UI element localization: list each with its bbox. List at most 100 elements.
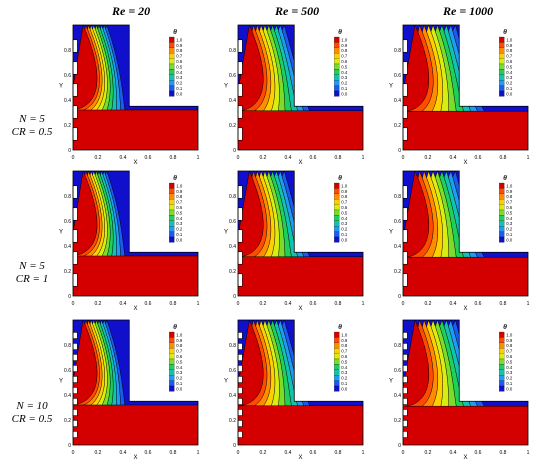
x-tick: 1 [197, 155, 200, 161]
x-tick: 0.2 [425, 155, 432, 161]
legend-swatch [334, 220, 340, 227]
y-tick: 0.4 [229, 393, 236, 399]
legend-swatch [334, 358, 340, 365]
x-tick: 1 [362, 450, 365, 456]
y-tick: 0.2 [394, 269, 401, 275]
legend-title: θ [503, 28, 507, 36]
y-axis-label: Y [224, 84, 228, 90]
y-tick: 0.4 [394, 244, 401, 250]
legend-swatch [334, 375, 340, 381]
x-tick: 0 [72, 450, 75, 456]
legend-level: 0.0 [341, 386, 348, 391]
y-tick: 0.4 [64, 393, 71, 399]
legend-level: 0.2 [506, 227, 513, 232]
x-tick: 0.2 [95, 450, 102, 456]
legend-level: 0.9 [506, 43, 513, 48]
legend-swatch [169, 90, 175, 97]
legend-swatch [169, 375, 175, 381]
legend-level: 0.3 [341, 370, 348, 375]
legend-level: 0.9 [341, 338, 348, 343]
legend-swatch [499, 231, 505, 238]
legend-swatch [169, 226, 175, 232]
x-tick: 0.4 [285, 450, 292, 456]
legend-level: 0.2 [341, 376, 348, 381]
legend-level: 0.6 [176, 205, 183, 210]
legend-swatch [169, 199, 175, 205]
legend-swatch [334, 385, 340, 392]
y-tick: 0 [233, 294, 236, 300]
y-tick: 0.6 [64, 73, 71, 79]
y-axis-label: Y [59, 84, 63, 90]
y-tick: 0.2 [394, 123, 401, 129]
y-tick: 0.8 [394, 343, 401, 349]
y-tick: 0 [68, 443, 71, 449]
x-axis-label: X [463, 306, 467, 310]
legend-level: 0.8 [506, 194, 513, 199]
legend-level: 0.8 [176, 48, 183, 53]
legend-swatch [499, 209, 505, 216]
legend-swatch [334, 188, 340, 194]
legend-swatch [169, 182, 175, 189]
x-axis-label: X [133, 455, 137, 459]
legend-swatch [334, 353, 340, 360]
x-axis-label: X [298, 455, 302, 459]
legend-title: θ [173, 174, 177, 182]
legend-level: 0.2 [506, 376, 513, 381]
legend-swatch [334, 58, 340, 65]
y-tick: 0.8 [229, 194, 236, 200]
legend-level: 1.0 [176, 183, 183, 188]
legend-swatch [334, 47, 340, 54]
legend-level: 1.0 [506, 37, 513, 42]
legend-level: 0.5 [176, 64, 183, 69]
legend-swatch [499, 369, 505, 376]
x-tick: 0.8 [170, 301, 177, 307]
y-tick: 0.8 [64, 48, 71, 54]
legend-swatch [169, 342, 175, 349]
x-tick: 0.6 [145, 155, 152, 161]
legend-swatch [499, 58, 505, 65]
legend-level: 0.1 [176, 232, 183, 237]
legend-level: 0.0 [341, 237, 348, 242]
y-tick: 0 [398, 443, 401, 449]
legend-swatch [169, 58, 175, 65]
x-tick: 0.2 [260, 301, 267, 307]
legend-level: 0.4 [341, 365, 348, 370]
y-tick: 0.6 [394, 73, 401, 79]
legend-level: 1.0 [506, 183, 513, 188]
y-tick: 0.8 [394, 194, 401, 200]
legend-swatch [499, 236, 505, 243]
legend-level: 0.0 [341, 91, 348, 96]
x-tick: 0.6 [475, 301, 482, 307]
legend-level: 0.6 [341, 205, 348, 210]
y-axis-label: Y [389, 84, 393, 90]
x-tick: 1 [527, 155, 530, 161]
legend-swatch [334, 204, 340, 211]
y-tick: 0 [233, 148, 236, 154]
legend-level: 0.1 [176, 86, 183, 91]
legend-level: 0.6 [176, 354, 183, 359]
legend-swatch [499, 337, 505, 343]
legend-level: 1.0 [176, 332, 183, 337]
x-tick: 0.8 [500, 301, 507, 307]
legend-swatch [334, 74, 340, 81]
legend-level: 0.7 [341, 200, 348, 205]
legend-title: θ [338, 174, 342, 182]
legend-level: 0.5 [341, 64, 348, 69]
legend-swatch [334, 53, 340, 59]
legend-level: 0.4 [341, 216, 348, 221]
legend-level: 0.8 [341, 194, 348, 199]
legend-swatch [169, 231, 175, 238]
legend-level: 1.0 [176, 37, 183, 42]
legend-swatch [334, 364, 340, 370]
legend-swatch [334, 90, 340, 97]
y-tick: 0.6 [64, 219, 71, 225]
legend-swatch [499, 85, 505, 92]
legend-level: 0.4 [176, 216, 183, 221]
legend-title: θ [503, 174, 507, 182]
